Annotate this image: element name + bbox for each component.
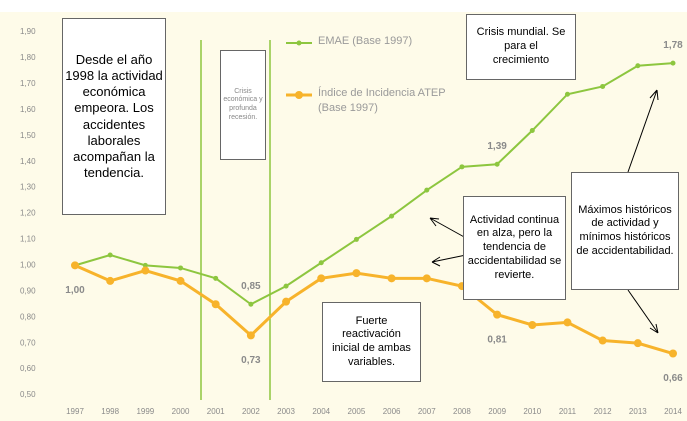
series-line [74, 263, 674, 355]
x-tick-label: 2009 [488, 407, 506, 416]
y-tick-label: 1,00 [20, 260, 36, 269]
x-tick-label: 1998 [101, 407, 119, 416]
data-label: 1,00 [65, 285, 85, 296]
annotation: Crisis mundial. Se para el crecimiento [466, 14, 576, 80]
data-point [248, 301, 254, 307]
data-label: 1,78 [663, 40, 683, 51]
x-tick-label: 2007 [418, 407, 436, 416]
data-point [283, 283, 289, 289]
x-tick-label: 1997 [66, 407, 84, 416]
data-point [528, 320, 537, 329]
x-tick-label: 2010 [523, 407, 541, 416]
data-point [493, 310, 502, 319]
data-label: 0,66 [663, 373, 683, 384]
data-point [246, 331, 255, 340]
data-point [178, 265, 184, 271]
y-tick-label: 0,60 [20, 364, 36, 373]
data-label: 0,85 [241, 281, 261, 292]
y-tick-label: 1,60 [20, 105, 36, 114]
data-label: 0,81 [487, 334, 507, 345]
x-tick-label: 2012 [594, 407, 612, 416]
data-point [670, 60, 676, 66]
data-point [211, 300, 220, 309]
x-tick-label: 2003 [277, 407, 295, 416]
y-tick-label: 1,20 [20, 209, 36, 218]
annotation: Máximos históricos de actividad y mínimo… [571, 172, 679, 290]
annotation: Fuerte reactivación inicial de ambas var… [322, 302, 421, 382]
x-tick-label: 1999 [136, 407, 154, 416]
data-point [71, 261, 79, 270]
x-tick-label: 2000 [172, 407, 190, 416]
x-tick-label: 2001 [207, 407, 225, 416]
data-point [176, 276, 185, 285]
x-tick-label: 2014 [664, 407, 682, 416]
data-label: 0,73 [241, 355, 261, 366]
annotation: Actividad continua en alza, pero la tend… [463, 196, 566, 300]
data-point [142, 262, 148, 268]
legend-marker [295, 91, 303, 99]
data-point [318, 260, 324, 266]
y-tick-label: 1,10 [20, 235, 36, 244]
arrow [429, 217, 467, 239]
data-point [352, 269, 361, 278]
y-tick-label: 1,50 [20, 131, 36, 140]
x-tick-label: 2005 [348, 407, 366, 416]
data-point [424, 187, 430, 193]
x-tick-label: 2006 [383, 407, 401, 416]
x-tick-label: 2008 [453, 407, 471, 416]
data-point [598, 336, 607, 345]
data-point [389, 213, 395, 219]
series-line [74, 62, 674, 306]
y-tick-label: 1,40 [20, 157, 36, 166]
annotation: Desde el año 1998 la actividad económica… [62, 18, 166, 215]
legend-marker [296, 40, 302, 46]
data-point [564, 91, 570, 97]
data-point [563, 318, 572, 327]
data-point [529, 128, 535, 134]
arrow [627, 89, 659, 173]
data-point [282, 297, 291, 306]
data-point [633, 339, 642, 348]
arrow [627, 289, 659, 334]
y-tick-label: 1,80 [20, 53, 36, 62]
data-point [459, 164, 465, 170]
x-tick-label: 2002 [242, 407, 260, 416]
arrow [431, 254, 467, 267]
legend-label: Índice de Incidencia ATEP (Base 1997) [318, 87, 446, 115]
data-point [107, 252, 113, 258]
data-point [317, 274, 326, 283]
data-point [600, 83, 606, 89]
x-tick-label: 2013 [629, 407, 647, 416]
data-point [494, 161, 500, 167]
x-tick-label: 2011 [559, 407, 577, 416]
y-tick-label: 0,50 [20, 390, 36, 399]
annotation: Crisis económica y profunda recesión. [220, 50, 266, 160]
y-tick-label: 0,90 [20, 286, 36, 295]
data-label: 1,39 [487, 141, 507, 152]
arrows [429, 89, 659, 334]
data-point [669, 349, 677, 358]
y-tick-label: 1,70 [20, 79, 36, 88]
data-point [635, 63, 641, 69]
y-tick-label: 0,70 [20, 338, 36, 347]
top-band [0, 0, 687, 12]
data-point [422, 274, 431, 283]
data-point [141, 266, 150, 275]
data-point [353, 236, 359, 242]
y-tick-label: 0,80 [20, 312, 36, 321]
data-point [213, 275, 219, 281]
x-tick-label: 2004 [312, 407, 330, 416]
legend-label: EMAE (Base 1997) [318, 35, 413, 47]
y-tick-label: 1,30 [20, 183, 36, 192]
data-point [106, 276, 115, 285]
y-tick-label: 1,90 [20, 27, 36, 36]
data-point [387, 274, 396, 283]
